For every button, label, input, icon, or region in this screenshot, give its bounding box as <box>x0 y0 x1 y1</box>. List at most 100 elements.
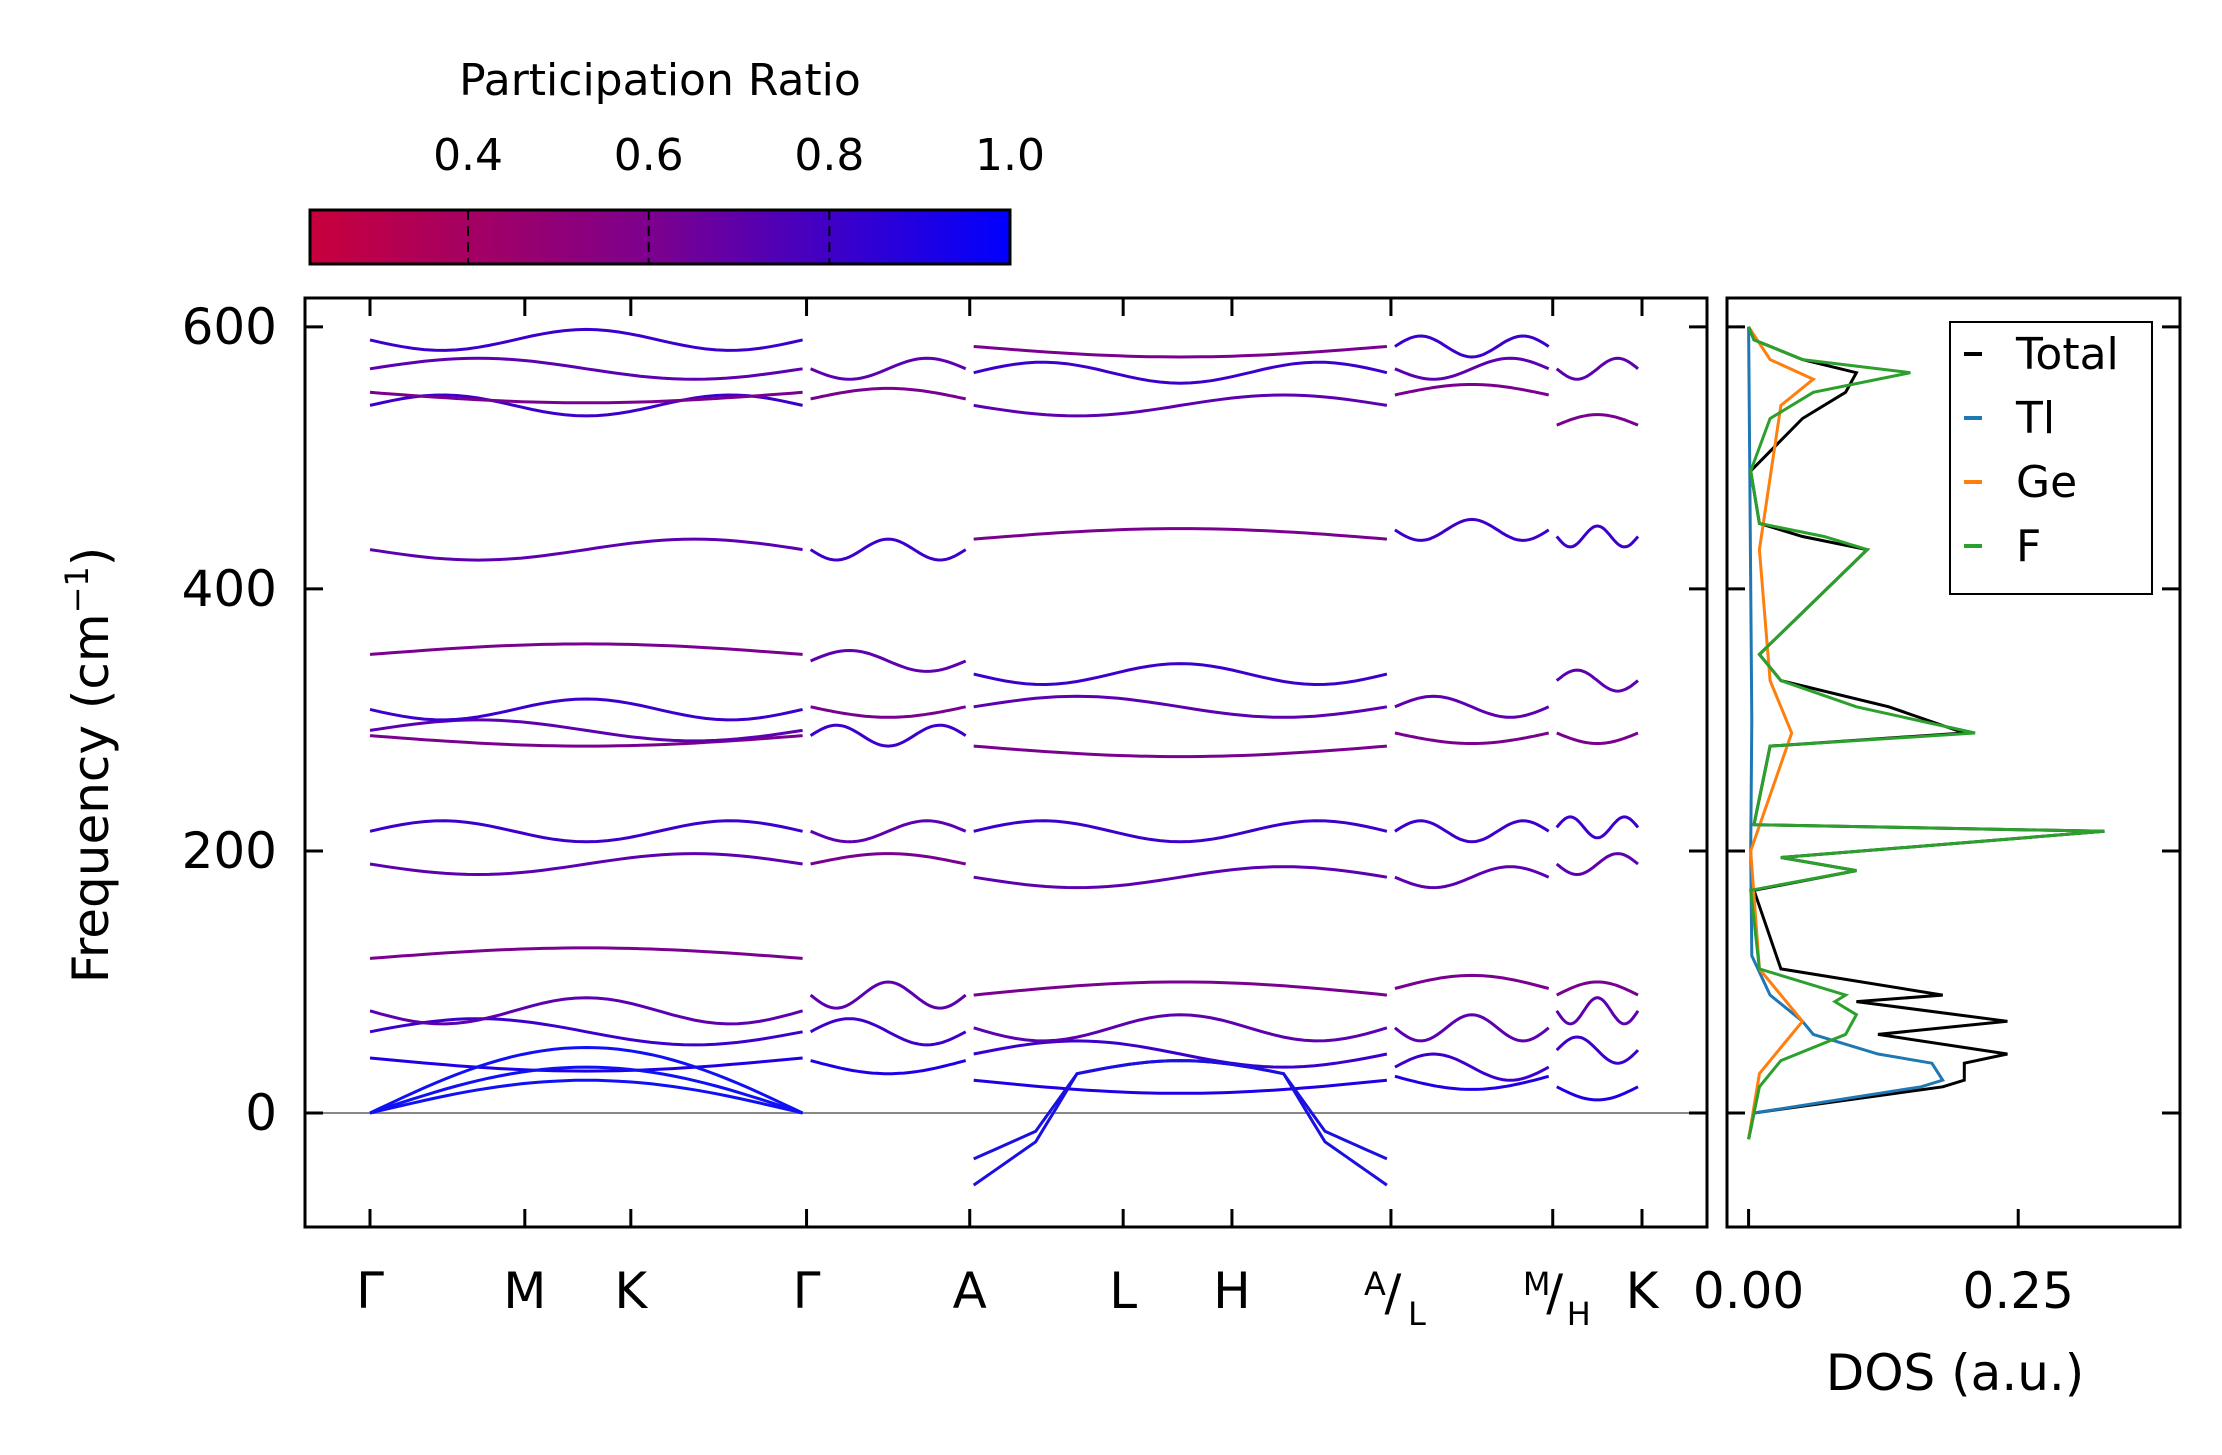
colorbar-tick-label: 0.6 <box>614 130 684 181</box>
phonon-band <box>369 996 804 1026</box>
phonon-band <box>369 852 803 877</box>
phonon-band <box>1556 980 1639 997</box>
phonon-band <box>1555 356 1639 381</box>
phonon-band <box>1555 524 1640 549</box>
band-xtick-label-top: M <box>1523 1265 1551 1303</box>
phonon-band <box>1394 1074 1550 1091</box>
legend-label: Total <box>2015 329 2119 380</box>
phonon-band <box>809 1017 967 1047</box>
phonon-band <box>1556 413 1639 427</box>
legend-label: Ge <box>2016 457 2077 508</box>
band-ytick-label: 600 <box>182 298 277 356</box>
phonon-band <box>1555 852 1639 877</box>
phonon-band <box>1555 996 1640 1026</box>
phonon-band <box>369 1056 803 1073</box>
phonon-bands <box>369 327 1640 1187</box>
phonon-band <box>1394 819 1550 844</box>
phonon-band <box>369 642 803 656</box>
dos-curve-tl <box>1747 326 1946 1140</box>
band-xtick-label: A <box>953 1262 987 1320</box>
phonon-band <box>1555 1035 1640 1065</box>
dos-xtick-label: 0.25 <box>1963 1262 2074 1320</box>
band-x-ticks: Γ M K Γ A L H A/LM/H K <box>356 298 1660 1333</box>
dos-curves <box>1747 325 2105 1140</box>
phonon-band <box>369 390 803 405</box>
phonon-band <box>809 980 967 1010</box>
band-ytick-label: 200 <box>182 822 277 880</box>
imaginary-band <box>973 1059 1388 1161</box>
colorbar-tick-label: 1.0 <box>975 130 1045 181</box>
dos-legend: Total Tl Ge F <box>1949 321 2153 595</box>
phonon-band <box>973 393 1388 418</box>
phonon-band <box>369 393 803 418</box>
band-xtick-slash: / <box>1385 1264 1402 1322</box>
band-axes-frame <box>303 296 1709 1229</box>
phonon-band <box>810 356 967 381</box>
phonon-band <box>809 537 967 562</box>
phonon-band <box>973 865 1388 890</box>
phonon-band <box>973 360 1388 385</box>
phonon-band <box>1394 694 1550 719</box>
dos-curve-ge <box>1747 325 1817 1140</box>
phonon-band <box>1394 731 1550 745</box>
phonon-band <box>1394 383 1550 397</box>
colorbar-title: Participation Ratio <box>459 55 861 106</box>
phonon-band <box>1555 815 1640 840</box>
phonon-band <box>973 819 1388 844</box>
phonon-band <box>369 718 803 743</box>
acoustic-band <box>369 1045 804 1115</box>
legend-label: Tl <box>2015 393 2055 444</box>
phonon-band <box>369 327 803 352</box>
legend-label: F <box>2016 521 2041 572</box>
phonon-band <box>810 386 967 401</box>
imaginary-band <box>972 1059 1388 1187</box>
phonon-band <box>1394 517 1550 542</box>
dos-x-axis-label: DOS (a.u.) <box>1826 1344 2085 1402</box>
phonon-band <box>810 1059 967 1076</box>
colorbar-tick-label: 0.4 <box>433 130 503 181</box>
colorbar-tick-label: 0.8 <box>794 130 864 181</box>
band-y-axis-label: Frequency (cm−1) <box>58 547 120 984</box>
phonon-band <box>973 1013 1388 1043</box>
band-xtick-label: Γ <box>793 1262 821 1320</box>
colorbar-gradient <box>308 208 1012 266</box>
band-xtick-label-top: A <box>1364 1265 1386 1303</box>
legend-frame <box>1949 321 2153 595</box>
phonon-band <box>1394 334 1550 359</box>
colorbar-ticks: 0.4 0.6 0.8 1.0 <box>433 130 1045 264</box>
acoustic-band <box>369 1065 804 1115</box>
phonon-band <box>1556 731 1639 745</box>
phonon-band <box>973 662 1388 687</box>
phonon-band <box>369 946 803 960</box>
phonon-band <box>809 648 967 673</box>
phonon-band <box>1394 865 1550 890</box>
band-xtick-slash: / <box>1546 1264 1563 1322</box>
phonon-band <box>810 819 967 844</box>
band-xtick-label-bottom: H <box>1567 1295 1591 1333</box>
band-xtick-label: H <box>1213 1262 1251 1320</box>
phonon-band <box>1555 668 1639 693</box>
phonon-band <box>1556 1085 1639 1102</box>
dos-ticks: 0.00 0.25 <box>1693 325 2180 1320</box>
phonon-band <box>973 1078 1388 1095</box>
phonon-band <box>369 537 803 562</box>
band-ytick-label: 0 <box>245 1084 277 1142</box>
acoustic-band <box>369 1078 803 1115</box>
dos-xtick-label: 0.00 <box>1693 1262 1804 1320</box>
band-xtick-label: K <box>614 1262 648 1320</box>
phonon-band <box>810 852 967 866</box>
phonon-band <box>810 705 967 719</box>
dos-panel: 0.00 0.25 DOS (a.u.) Total Tl Ge F <box>1693 296 2182 1402</box>
phonon-band <box>973 1039 1388 1069</box>
phonon-band <box>1394 1052 1550 1082</box>
phonon-band <box>809 723 967 748</box>
band-ytick-label: 400 <box>182 560 277 618</box>
phonon-band <box>369 697 803 722</box>
band-y-ticks: 600 400 200 0 <box>182 298 1707 1142</box>
phonon-band <box>973 980 1388 997</box>
phonon-band <box>973 694 1388 719</box>
dos-curve-f <box>1747 326 2105 1140</box>
phonon-band <box>369 356 803 381</box>
band-xtick-label: M <box>503 1262 546 1320</box>
